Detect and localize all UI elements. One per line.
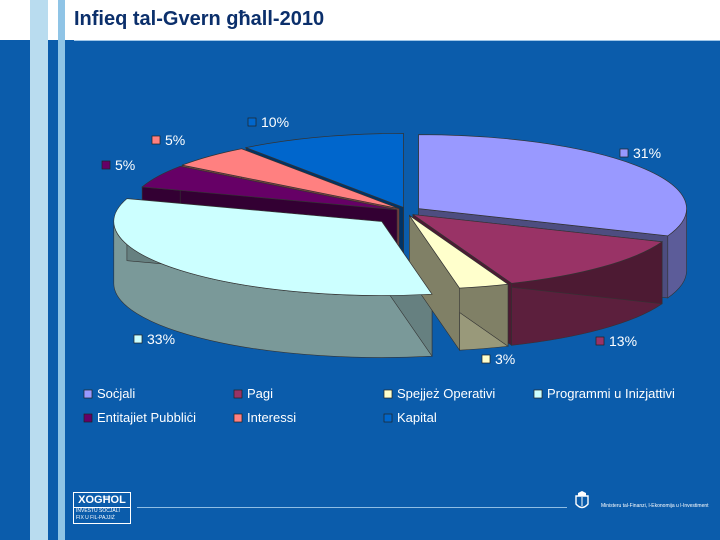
legend-swatch-5 [233, 413, 243, 423]
legend-label-0: Soċjali [97, 386, 135, 401]
legend-swatch-2 [383, 389, 393, 399]
slice-5 [181, 148, 400, 209]
slice-4 [141, 165, 398, 211]
legend-label-1: Pagi [247, 386, 273, 401]
legend-label-5: Interessi [247, 410, 296, 425]
slice-0 [418, 134, 687, 237]
data-label-0: 31% [633, 145, 661, 161]
data-label-4: 5% [115, 157, 135, 173]
footer-divider [137, 507, 567, 508]
slice-3 [113, 198, 433, 296]
legend-swatch-1 [233, 389, 243, 399]
title-divider [74, 40, 720, 41]
left-decor-band-thin [58, 0, 65, 540]
coat-of-arms-icon [575, 491, 589, 509]
xoghol-logo: XOGĦOL INVESTU SOĊJALI FIX U FIL-PAJJIŻ [73, 492, 131, 524]
legend-swatch-6 [383, 413, 393, 423]
logo-subtitle-1: INVESTU SOĊJALI [76, 508, 120, 514]
data-label-swatch-2 [481, 354, 491, 364]
legend-label-6: Kapital [397, 410, 437, 425]
logo-title: XOGĦOL [74, 493, 130, 508]
page-title: Infieq tal-Gvern għall-2010 [74, 8, 325, 30]
legend-swatch-0 [83, 389, 93, 399]
data-label-swatch-5 [151, 135, 161, 145]
logo-subtitle-2: FIX U FIL-PAJJIŻ [76, 515, 115, 521]
data-label-6: 10% [261, 114, 289, 130]
header-strip [0, 0, 720, 40]
data-label-swatch-3 [133, 334, 143, 344]
legend-label-2: Spejjeż Operativi [397, 386, 495, 401]
data-label-swatch-0 [619, 148, 629, 158]
ministry-name: Ministeru tal-Finanzi, l-Ekonomija u l-I… [601, 503, 709, 509]
data-label-5: 5% [165, 132, 185, 148]
legend-swatch-3 [533, 389, 543, 399]
data-label-swatch-6 [247, 117, 257, 127]
pie-tops [113, 133, 687, 296]
legend-label-4: Entitajiet Pubbliċi [97, 410, 196, 425]
slice-6 [244, 133, 404, 208]
data-label-3: 33% [147, 331, 175, 347]
legend-swatch-4 [83, 413, 93, 423]
legend: Soċjali Pagi Spejjeż Operativi Programmi u … [83, 386, 675, 425]
slice-2 [409, 215, 509, 289]
data-label-2: 3% [495, 351, 515, 367]
data-label-1: 13% [609, 333, 637, 349]
data-label-swatch-1 [595, 336, 605, 346]
left-decor-band [30, 0, 48, 540]
legend-label-3: Programmi u Inizjattivi [547, 386, 675, 401]
data-labels: 31% 13% 3% 33% 5% 5% 10% [101, 114, 661, 367]
data-label-swatch-4 [101, 160, 111, 170]
slice-1 [412, 214, 664, 284]
